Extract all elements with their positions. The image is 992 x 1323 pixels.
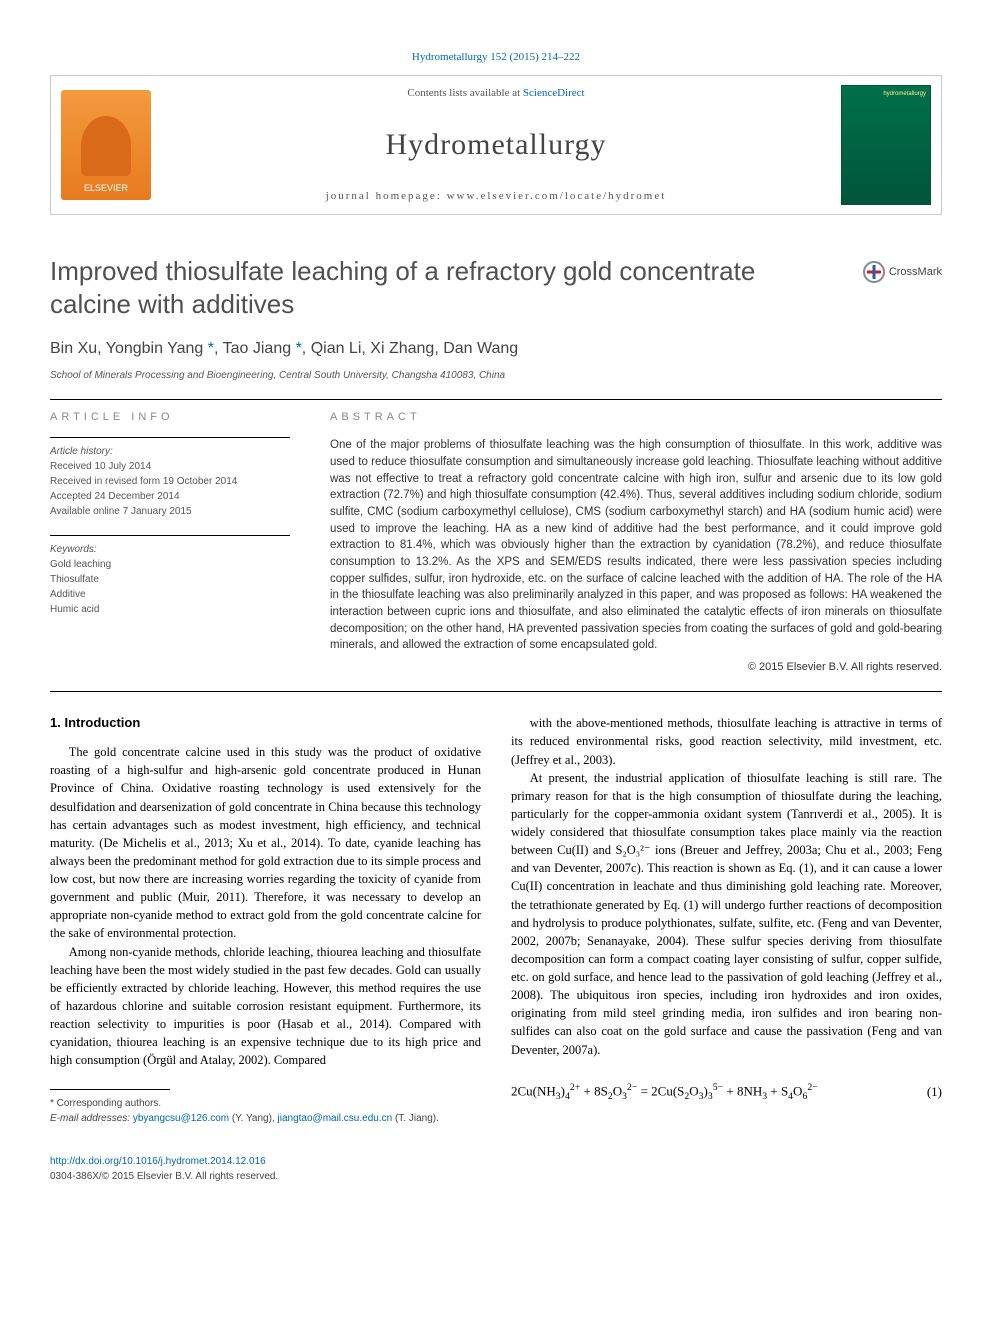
abstract-copyright: © 2015 Elsevier B.V. All rights reserved… xyxy=(330,660,942,675)
cover-label: hydrometallurgy xyxy=(883,90,926,98)
crossmark-label: CrossMark xyxy=(889,265,942,280)
elsevier-tree-icon xyxy=(81,116,131,176)
paper-title: Improved thiosulfate leaching of a refra… xyxy=(50,255,843,320)
publisher-logo-text: ELSEVIER xyxy=(84,182,128,195)
equation-number: (1) xyxy=(902,1083,942,1102)
journal-cover-thumb: hydrometallurgy xyxy=(831,76,941,214)
affiliation: School of Minerals Processing and Bioeng… xyxy=(50,369,942,383)
article-history: Article history: Received 10 July 2014 R… xyxy=(50,437,290,519)
keywords-block: Keywords: Gold leaching Thiosulfate Addi… xyxy=(50,535,290,617)
crossmark-icon xyxy=(863,261,885,283)
crossmark-badge[interactable]: CrossMark xyxy=(863,261,942,283)
publisher-logo: ELSEVIER xyxy=(51,76,161,214)
issn-line: 0304-386X/© 2015 Elsevier B.V. All right… xyxy=(50,1171,278,1182)
intro-paragraph-4: At present, the industrial application o… xyxy=(511,769,942,1059)
equation-1: 2Cu(NH3)42+ + 8S2O32− = 2Cu(S2O3)35− + 8… xyxy=(511,1081,942,1104)
citation-link[interactable]: Hydrometallurgy 152 (2015) 214–222 xyxy=(50,50,942,65)
doi-link[interactable]: http://dx.doi.org/10.1016/j.hydromet.201… xyxy=(50,1156,266,1167)
doi-block: http://dx.doi.org/10.1016/j.hydromet.201… xyxy=(50,1154,481,1184)
section-heading-intro: 1. Introduction xyxy=(50,714,481,733)
intro-paragraph-1: The gold concentrate calcine used in thi… xyxy=(50,743,481,942)
corresponding-footnote: * Corresponding authors. E-mail addresse… xyxy=(50,1096,481,1126)
abstract-text: One of the major problems of thiosulfate… xyxy=(330,437,942,654)
intro-paragraph-2: Among non-cyanide methods, chloride leac… xyxy=(50,943,481,1070)
author-list: Bin Xu, Yongbin Yang *, Tao Jiang *, Qia… xyxy=(50,338,942,360)
contents-line: Contents lists available at ScienceDirec… xyxy=(161,86,831,101)
intro-paragraph-3: with the above-mentioned methods, thiosu… xyxy=(511,714,942,768)
journal-homepage[interactable]: journal homepage: www.elsevier.com/locat… xyxy=(161,189,831,204)
abstract-label: ABSTRACT xyxy=(330,410,942,425)
journal-title: Hydrometallurgy xyxy=(161,124,831,166)
journal-banner: ELSEVIER Contents lists available at Sci… xyxy=(50,75,942,215)
article-info-label: ARTICLE INFO xyxy=(50,410,290,425)
sciencedirect-link[interactable]: ScienceDirect xyxy=(523,87,585,99)
